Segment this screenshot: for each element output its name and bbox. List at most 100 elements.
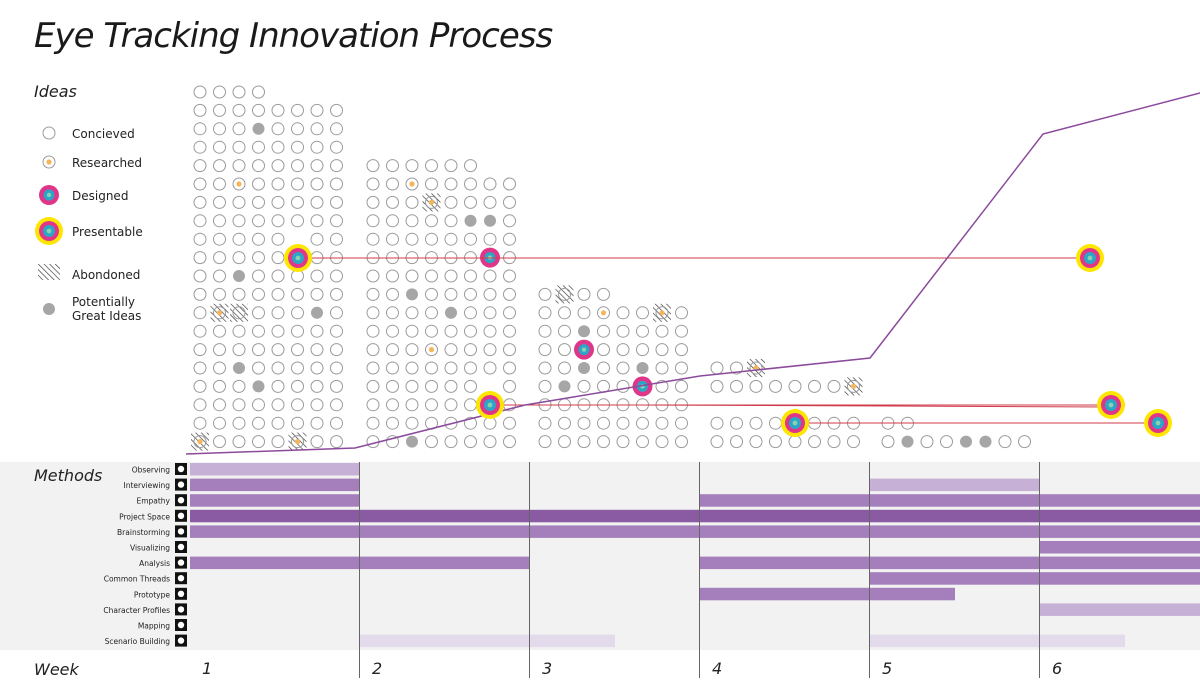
idea-empty (577, 306, 591, 320)
idea-circle (213, 435, 226, 449)
idea-empty (252, 159, 265, 173)
idea-circle (577, 306, 591, 320)
method-bar (190, 494, 360, 507)
method-icons-group (175, 463, 187, 647)
idea-circle (749, 379, 763, 393)
idea-empty (366, 306, 380, 320)
idea-circle (232, 306, 246, 320)
method-label: Analysis (139, 559, 170, 568)
idea-circle (213, 324, 226, 338)
method-bar (870, 572, 1200, 585)
icon-glyph (177, 528, 185, 535)
idea-empty (464, 306, 477, 320)
idea-circle (366, 398, 380, 412)
idea-circle (636, 306, 649, 320)
map-arrows-icon (175, 619, 187, 631)
idea-circle (232, 232, 246, 246)
idea-circle (213, 159, 226, 173)
idea-empty (232, 435, 246, 449)
idea-empty (386, 195, 399, 209)
idea-circle (386, 269, 399, 283)
idea-circle (405, 306, 419, 320)
idea-circle (503, 214, 516, 228)
idea-empty (213, 398, 226, 412)
idea-circle (193, 324, 207, 338)
idea-empty (366, 195, 380, 209)
idea-circle (675, 379, 688, 393)
idea-circle (655, 361, 669, 375)
idea-circle (386, 343, 399, 357)
idea-empty (881, 435, 895, 449)
idea-circle (483, 232, 497, 246)
idea-empty (386, 232, 399, 246)
idea-circle (503, 269, 516, 283)
icon-glyph (177, 481, 185, 488)
potential-dot (979, 435, 992, 448)
idea-circle (213, 251, 226, 265)
idea-circle (749, 435, 763, 449)
idea-empty (193, 287, 207, 301)
idea-empty (597, 287, 610, 301)
week-number: 4 (712, 659, 722, 678)
idea-circle (444, 269, 458, 283)
idea-empty (213, 232, 226, 246)
idea-empty (232, 324, 246, 338)
idea-empty (330, 435, 343, 449)
idea-empty (636, 435, 649, 449)
idea-circle (444, 195, 458, 209)
idea-empty (386, 379, 399, 393)
gears-icon (175, 587, 187, 600)
idea-circle (483, 361, 497, 375)
idea-circle (232, 251, 246, 265)
idea-empty (577, 435, 591, 449)
method-bar (1040, 541, 1200, 554)
idea-empty (193, 177, 207, 191)
idea-empty (405, 269, 419, 283)
idea-circle (232, 85, 246, 99)
idea-circle (213, 379, 226, 393)
idea-empty (616, 306, 630, 320)
method-label: Observing (132, 466, 171, 475)
idea-circle (232, 398, 246, 412)
method-labels-group: Observing Interviewing Empathy Project Spac… (103, 466, 170, 647)
idea-circle (386, 232, 399, 246)
presentable-marker (1144, 409, 1172, 437)
idea-empty (193, 324, 207, 338)
idea-circle (310, 122, 324, 136)
idea-empty (271, 103, 285, 117)
idea-circle (636, 435, 649, 449)
presentable-center (1155, 420, 1161, 426)
idea-circle (444, 324, 458, 338)
idea-empty (616, 435, 630, 449)
idea-circle (232, 324, 246, 338)
week-numbers-group: 1 2 3 4 5 6 (202, 659, 1062, 678)
idea-empty (213, 435, 226, 449)
idea-empty (444, 435, 458, 449)
idea-empty (330, 177, 343, 191)
legend-label-concieved: Concieved (72, 127, 135, 141)
idea-circle (366, 214, 380, 228)
method-label: Character Profiles (103, 606, 170, 615)
idea-circle (503, 287, 516, 301)
idea-empty (577, 287, 591, 301)
idea-empty (597, 435, 610, 449)
idea-circle (271, 361, 285, 375)
profile-icon (175, 603, 187, 616)
idea-circle (386, 361, 399, 375)
idea-circle (616, 361, 630, 375)
idea-circle (193, 122, 207, 136)
idea-empty (271, 287, 285, 301)
idea-circle (558, 324, 571, 338)
idea-empty (310, 103, 324, 117)
idea-abandoned-r (191, 432, 209, 451)
idea-empty (503, 195, 516, 209)
idea-empty (730, 379, 743, 393)
idea-circle (597, 343, 610, 357)
idea-empty (193, 195, 207, 209)
idea-circle (998, 435, 1012, 449)
idea-empty (405, 324, 419, 338)
idea-circle (330, 435, 343, 449)
idea-circle (291, 435, 304, 449)
idea-circle (193, 361, 207, 375)
idea-empty (271, 343, 285, 357)
